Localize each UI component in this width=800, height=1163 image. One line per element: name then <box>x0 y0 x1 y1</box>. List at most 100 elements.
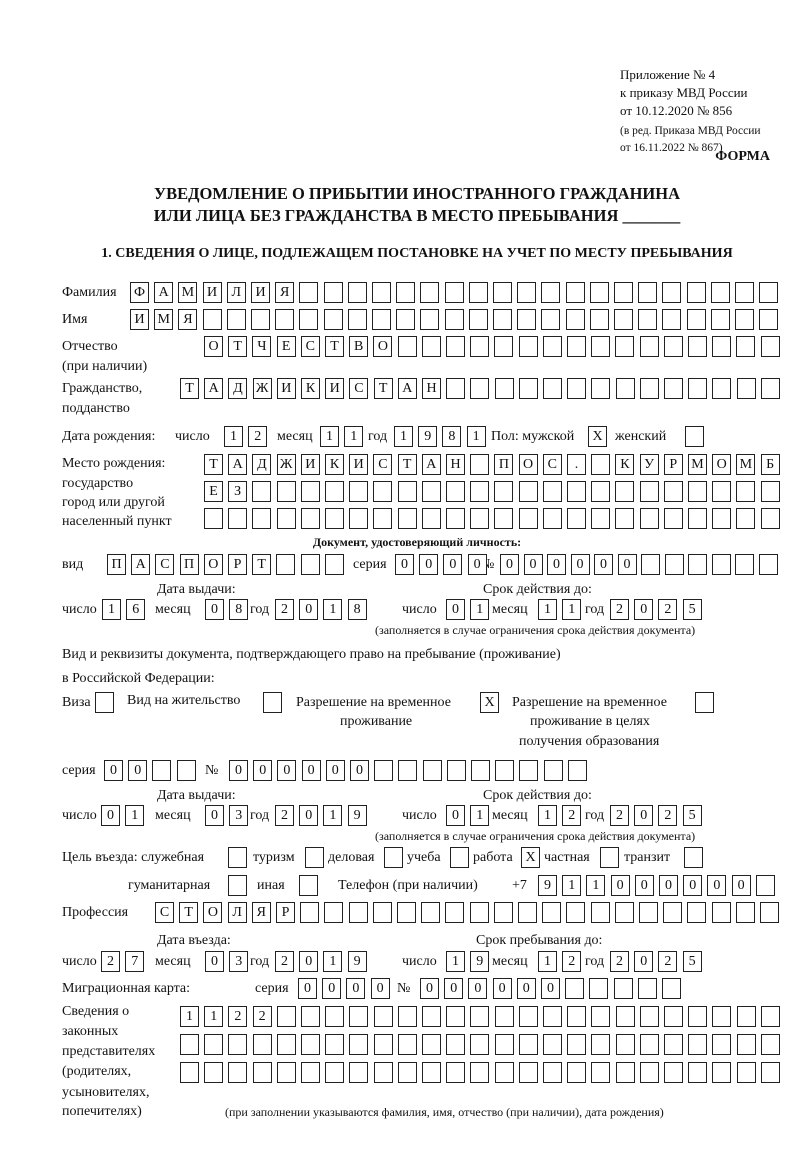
char-cell[interactable]: 0 <box>299 599 319 620</box>
char-cell[interactable] <box>542 481 562 502</box>
char-cell[interactable] <box>760 481 780 502</box>
char-cell[interactable]: 0 <box>419 554 439 575</box>
char-cell[interactable] <box>567 336 586 357</box>
char-cell[interactable] <box>301 1062 320 1083</box>
char-cell[interactable]: Т <box>204 454 223 475</box>
char-cell[interactable] <box>567 378 587 399</box>
char-cell[interactable]: 2 <box>658 805 678 826</box>
char-cell[interactable]: К <box>301 378 320 399</box>
char-cell[interactable] <box>446 481 465 502</box>
char-cell[interactable]: А <box>154 282 174 303</box>
char-cell[interactable] <box>591 378 611 399</box>
char-cell[interactable] <box>495 760 515 781</box>
char-cell[interactable] <box>736 481 756 502</box>
char-cell[interactable] <box>760 508 780 529</box>
char-cell[interactable] <box>422 1006 441 1027</box>
char-cell[interactable] <box>639 1006 659 1027</box>
char-cell[interactable]: 1 <box>204 1006 224 1027</box>
char-cell[interactable]: X <box>521 847 540 868</box>
char-cell[interactable] <box>349 508 369 529</box>
char-cell[interactable] <box>688 554 707 575</box>
char-cell[interactable]: М <box>154 309 174 330</box>
char-cell[interactable]: 9 <box>538 875 557 896</box>
char-cell[interactable] <box>590 902 610 923</box>
char-cell[interactable] <box>518 1062 538 1083</box>
char-cell[interactable] <box>615 336 635 357</box>
char-cell[interactable]: Ж <box>252 378 272 399</box>
char-cell[interactable] <box>373 1062 393 1083</box>
char-cell[interactable]: 0 <box>547 554 566 575</box>
char-cell[interactable]: В <box>349 336 369 357</box>
char-cell[interactable] <box>494 336 514 357</box>
char-cell[interactable] <box>567 1034 587 1055</box>
char-cell[interactable]: И <box>325 378 345 399</box>
char-cell[interactable] <box>664 554 684 575</box>
char-cell[interactable] <box>663 336 683 357</box>
char-cell[interactable] <box>468 309 488 330</box>
char-cell[interactable] <box>711 902 731 923</box>
char-cell[interactable] <box>685 426 704 447</box>
char-cell[interactable]: Е <box>204 481 223 502</box>
char-cell[interactable] <box>518 336 538 357</box>
char-cell[interactable] <box>712 1062 732 1083</box>
char-cell[interactable] <box>688 378 708 399</box>
char-cell[interactable]: 0 <box>299 805 319 826</box>
char-cell[interactable] <box>347 282 367 303</box>
char-cell[interactable] <box>323 282 343 303</box>
char-cell[interactable]: А <box>421 454 441 475</box>
char-cell[interactable]: 0 <box>516 978 536 999</box>
char-cell[interactable] <box>325 1006 345 1027</box>
char-cell[interactable]: 8 <box>229 599 249 620</box>
char-cell[interactable]: Т <box>325 336 344 357</box>
char-cell[interactable] <box>589 309 609 330</box>
char-cell[interactable] <box>760 1062 780 1083</box>
char-cell[interactable] <box>735 309 754 330</box>
char-cell[interactable] <box>712 378 732 399</box>
char-cell[interactable]: Ж <box>276 454 296 475</box>
char-cell[interactable] <box>325 481 344 502</box>
char-cell[interactable] <box>613 978 633 999</box>
char-cell[interactable]: К <box>615 454 635 475</box>
char-cell[interactable] <box>446 378 466 399</box>
char-cell[interactable] <box>299 309 319 330</box>
char-cell[interactable] <box>397 1062 417 1083</box>
char-cell[interactable] <box>372 902 392 923</box>
char-cell[interactable] <box>637 978 657 999</box>
char-cell[interactable]: 2 <box>658 599 678 620</box>
char-cell[interactable]: 0 <box>346 978 366 999</box>
char-cell[interactable] <box>325 508 344 529</box>
char-cell[interactable] <box>688 1034 708 1055</box>
char-cell[interactable] <box>494 508 514 529</box>
char-cell[interactable] <box>614 902 634 923</box>
char-cell[interactable] <box>615 378 635 399</box>
char-cell[interactable]: 0 <box>683 875 703 896</box>
char-cell[interactable] <box>758 554 778 575</box>
char-cell[interactable] <box>228 1034 248 1055</box>
char-cell[interactable]: X <box>480 692 499 713</box>
char-cell[interactable] <box>591 1006 611 1027</box>
char-cell[interactable] <box>373 508 393 529</box>
char-cell[interactable] <box>276 1006 296 1027</box>
char-cell[interactable] <box>736 378 756 399</box>
char-cell[interactable] <box>591 336 611 357</box>
char-cell[interactable] <box>567 508 586 529</box>
char-cell[interactable] <box>641 554 660 575</box>
char-cell[interactable] <box>469 902 489 923</box>
char-cell[interactable] <box>695 692 714 713</box>
char-cell[interactable] <box>446 1034 466 1055</box>
char-cell[interactable] <box>639 1034 659 1055</box>
char-cell[interactable] <box>204 1034 224 1055</box>
char-cell[interactable] <box>470 481 490 502</box>
char-cell[interactable] <box>759 282 779 303</box>
char-cell[interactable] <box>349 1062 369 1083</box>
char-cell[interactable]: И <box>202 282 222 303</box>
char-cell[interactable] <box>468 282 488 303</box>
char-cell[interactable] <box>228 1062 248 1083</box>
char-cell[interactable] <box>325 1034 345 1055</box>
char-cell[interactable] <box>324 554 344 575</box>
char-cell[interactable] <box>204 508 223 529</box>
char-cell[interactable] <box>276 481 296 502</box>
char-cell[interactable] <box>688 1062 708 1083</box>
char-cell[interactable] <box>589 282 609 303</box>
char-cell[interactable]: С <box>155 902 174 923</box>
